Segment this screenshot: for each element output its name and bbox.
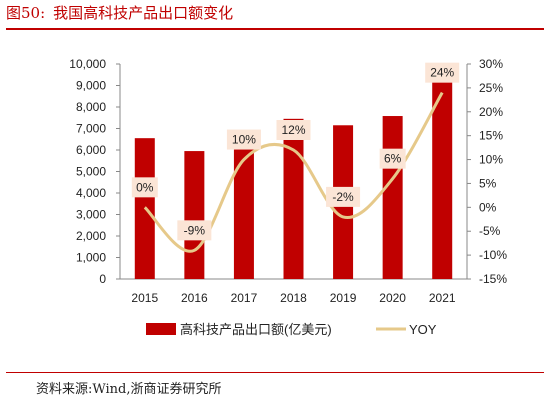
y-left-tick-label: 3,000 [76,208,106,222]
y-right-tick-label: -10% [479,248,507,262]
y-right-tick-label: 10% [479,153,503,167]
x-tick-label: 2020 [379,291,406,305]
bar-2017 [233,134,254,279]
y-left-tick-label: 4,000 [76,186,106,200]
y-right-tick-label: 15% [479,129,503,143]
y-left-tick-label: 1,000 [76,251,106,265]
y-left-tick-label: 6,000 [76,143,106,157]
yoy-label-box [177,220,212,241]
y-left-tick-label: 8,000 [76,100,106,114]
yoy-label-box [131,177,158,198]
y-left-tick-label: 10,000 [69,57,106,71]
legend-bar-label: 高科技产品出口额(亿美元) [180,322,332,337]
yoy-data-label: -9% [184,223,206,237]
yoy-label-box [226,129,261,150]
figure-title: 图50: 我国高科技产品出口额变化 [6,2,233,23]
yoy-data-label: 10% [232,133,256,147]
x-tick-label: 2019 [330,291,357,305]
x-tick-label: 2017 [231,291,258,305]
yoy-line [143,91,444,253]
yoy-data-label: -2% [332,190,354,204]
bar-2016 [184,151,205,279]
title-rule [6,28,544,30]
y-left-tick-label: 5,000 [76,165,106,179]
yoy-data-label: 12% [281,123,305,137]
yoy-data-label: 6% [384,152,402,166]
y-left-tick-label: 2,000 [76,229,106,243]
y-right-tick-label: 0% [479,200,497,214]
figure-title-text: 我国高科技产品出口额变化 [53,4,234,22]
legend-line-label: YOY [409,322,437,337]
footer-rule [6,372,544,373]
y-right-tick-label: -15% [479,272,507,286]
y-left-tick-label: 9,000 [76,79,106,93]
yoy-label-box [326,186,361,207]
y-right-tick-label: 20% [479,105,503,119]
y-right-tick-label: 5% [479,176,497,190]
x-tick-label: 2021 [429,291,456,305]
yoy-data-label: 0% [136,180,154,194]
source-note: 资料来源:Wind,浙商证券研究所 [36,382,222,397]
yoy-label-box [379,148,406,169]
yoy-data-label: 24% [430,66,454,80]
bar-2020 [382,116,403,279]
y-right-tick-label: 25% [479,81,503,95]
legend-bar-swatch [146,323,176,335]
x-tick-label: 2018 [280,291,307,305]
bar-2018 [283,118,304,279]
y-right-tick-label: -5% [479,224,501,238]
x-tick-label: 2016 [181,291,208,305]
bar-2021 [432,78,453,280]
y-left-tick-label: 0 [99,272,106,286]
yoy-label-box [276,120,311,140]
yoy-label-box [425,62,460,83]
figure-number: 图50: [6,4,46,22]
y-left-tick-label: 7,000 [76,122,106,136]
x-tick-label: 2015 [131,291,158,305]
y-right-tick-label: 30% [479,57,503,71]
